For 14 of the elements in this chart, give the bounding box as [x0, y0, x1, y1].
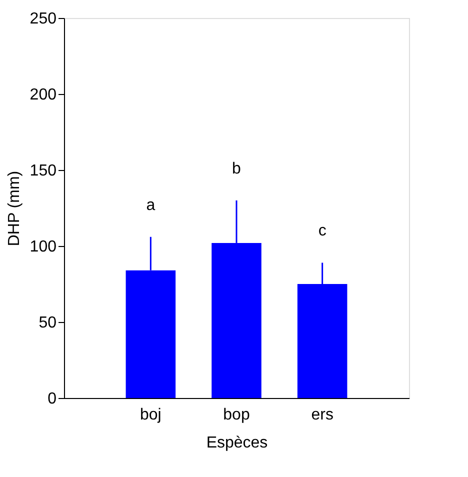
y-tick-label: 100	[30, 238, 57, 256]
x-tick-label: bop	[223, 406, 250, 424]
y-tick-label: 0	[48, 390, 57, 408]
annotation: a	[146, 196, 156, 214]
y-tick-label: 200	[30, 86, 57, 104]
y-tick-label: 250	[30, 10, 57, 28]
y-axis-title: DHP (mm)	[6, 170, 23, 246]
y-tick-label: 50	[38, 314, 57, 332]
y-tick-label: 150	[30, 162, 57, 180]
annotation: b	[232, 160, 242, 178]
annotation: c	[318, 222, 326, 240]
x-tick-label: boj	[140, 406, 162, 424]
x-axis-title: Espèces	[206, 434, 268, 452]
x-tick-label: ers	[311, 406, 334, 424]
